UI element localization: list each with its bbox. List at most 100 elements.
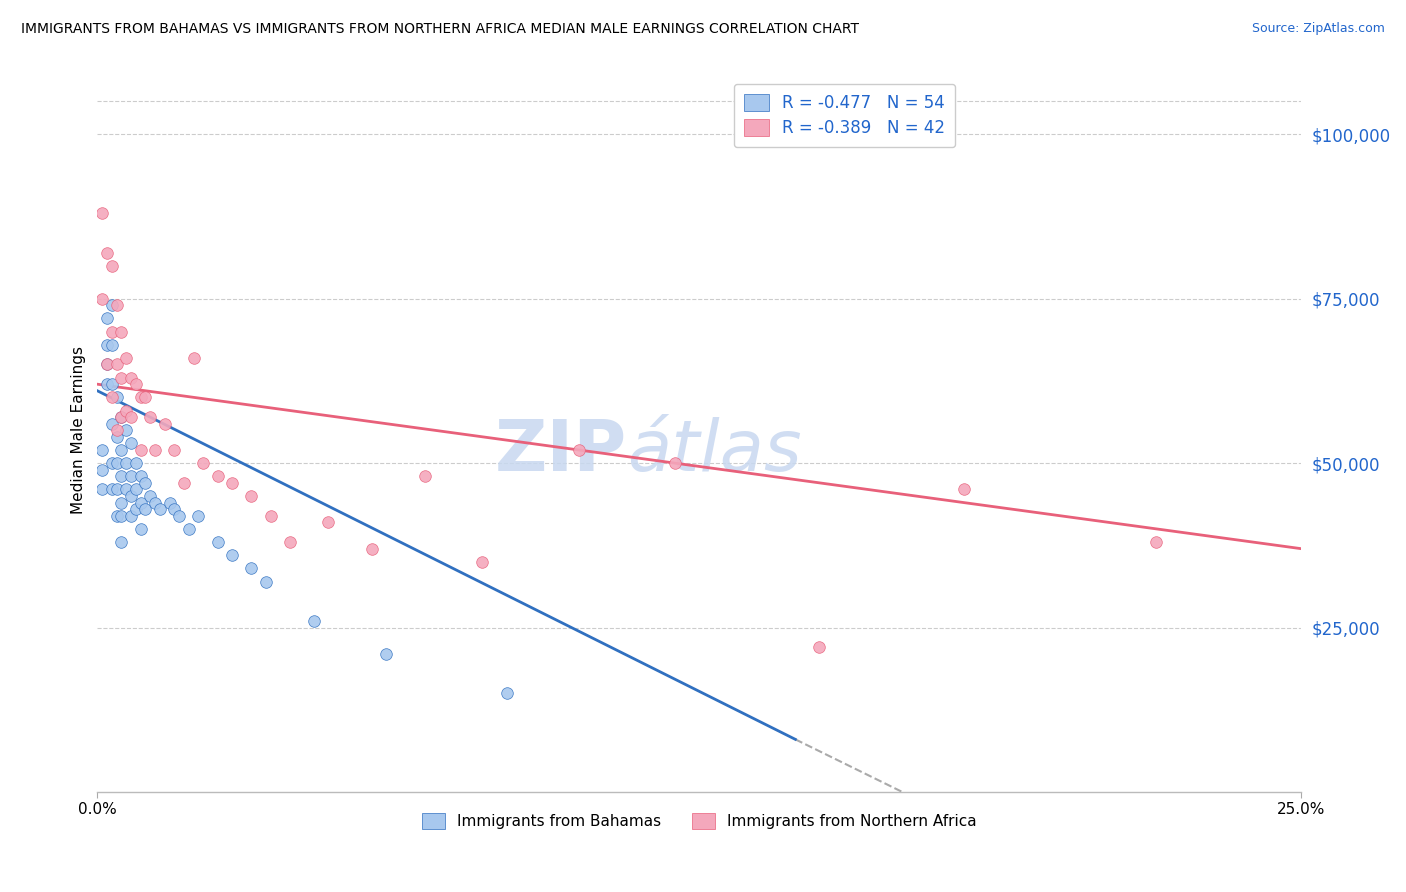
Point — [91, 292, 114, 306]
Point — [129, 522, 152, 536]
Point — [221, 475, 243, 490]
Text: IMMIGRANTS FROM BAHAMAS VS IMMIGRANTS FROM NORTHERN AFRICA MEDIAN MALE EARNINGS : IMMIGRANTS FROM BAHAMAS VS IMMIGRANTS FR… — [21, 22, 859, 37]
Point — [91, 463, 114, 477]
Point — [115, 483, 138, 497]
Point — [115, 403, 138, 417]
Point — [134, 502, 156, 516]
Point — [101, 337, 124, 351]
Point — [240, 561, 263, 575]
Point — [240, 489, 263, 503]
Point — [163, 502, 186, 516]
Point — [360, 541, 382, 556]
Point — [153, 417, 176, 431]
Text: Source: ZipAtlas.com: Source: ZipAtlas.com — [1251, 22, 1385, 36]
Point — [110, 442, 132, 457]
Point — [110, 325, 132, 339]
Point — [254, 574, 277, 589]
Point — [183, 351, 205, 365]
Point — [115, 456, 138, 470]
Point — [110, 508, 132, 523]
Point — [110, 469, 132, 483]
Point — [120, 370, 142, 384]
Point — [139, 489, 162, 503]
Point — [159, 495, 181, 509]
Point — [96, 377, 118, 392]
Point — [105, 430, 128, 444]
Point — [110, 535, 132, 549]
Point — [96, 358, 118, 372]
Point — [1144, 535, 1167, 549]
Point — [187, 508, 209, 523]
Point — [105, 298, 128, 312]
Point — [105, 456, 128, 470]
Point — [259, 508, 281, 523]
Point — [808, 640, 831, 655]
Point — [101, 325, 124, 339]
Point — [125, 456, 148, 470]
Point — [125, 377, 148, 392]
Point — [221, 548, 243, 562]
Point — [193, 456, 215, 470]
Point — [96, 245, 118, 260]
Point — [568, 442, 591, 457]
Point — [125, 483, 148, 497]
Point — [101, 417, 124, 431]
Point — [173, 475, 195, 490]
Point — [101, 390, 124, 404]
Point — [125, 502, 148, 516]
Point — [495, 686, 517, 700]
Point — [96, 358, 118, 372]
Point — [952, 483, 974, 497]
Point — [105, 508, 128, 523]
Point — [139, 410, 162, 425]
Point — [115, 351, 138, 365]
Point — [101, 377, 124, 392]
Point — [413, 469, 436, 483]
Text: ZIP: ZIP — [495, 417, 627, 486]
Point — [318, 516, 340, 530]
Point — [101, 298, 124, 312]
Point — [129, 390, 152, 404]
Point — [110, 495, 132, 509]
Point — [167, 508, 190, 523]
Text: átlas: átlas — [627, 417, 801, 486]
Point — [207, 469, 229, 483]
Point — [375, 647, 398, 661]
Point — [120, 508, 142, 523]
Point — [163, 442, 186, 457]
Point — [149, 502, 172, 516]
Point — [120, 436, 142, 450]
Point — [177, 522, 200, 536]
Point — [143, 442, 166, 457]
Point — [91, 483, 114, 497]
Point — [110, 410, 132, 425]
Point — [101, 456, 124, 470]
Point — [278, 535, 301, 549]
Point — [110, 370, 132, 384]
Point — [105, 358, 128, 372]
Point — [115, 423, 138, 437]
Point — [302, 614, 325, 628]
Point — [143, 495, 166, 509]
Point — [105, 390, 128, 404]
Point — [129, 442, 152, 457]
Point — [207, 535, 229, 549]
Point — [101, 483, 124, 497]
Point — [105, 483, 128, 497]
Point — [134, 390, 156, 404]
Point — [110, 410, 132, 425]
Point — [120, 489, 142, 503]
Point — [91, 206, 114, 220]
Point — [101, 259, 124, 273]
Point — [120, 469, 142, 483]
Point — [471, 555, 494, 569]
Point — [129, 495, 152, 509]
Point — [134, 475, 156, 490]
Point — [129, 469, 152, 483]
Point — [664, 456, 686, 470]
Point — [120, 410, 142, 425]
Point — [91, 442, 114, 457]
Point — [105, 423, 128, 437]
Legend: Immigrants from Bahamas, Immigrants from Northern Africa: Immigrants from Bahamas, Immigrants from… — [416, 806, 983, 835]
Y-axis label: Median Male Earnings: Median Male Earnings — [72, 346, 86, 515]
